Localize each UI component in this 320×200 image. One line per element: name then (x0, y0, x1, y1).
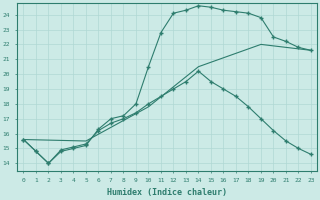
X-axis label: Humidex (Indice chaleur): Humidex (Indice chaleur) (107, 188, 227, 197)
